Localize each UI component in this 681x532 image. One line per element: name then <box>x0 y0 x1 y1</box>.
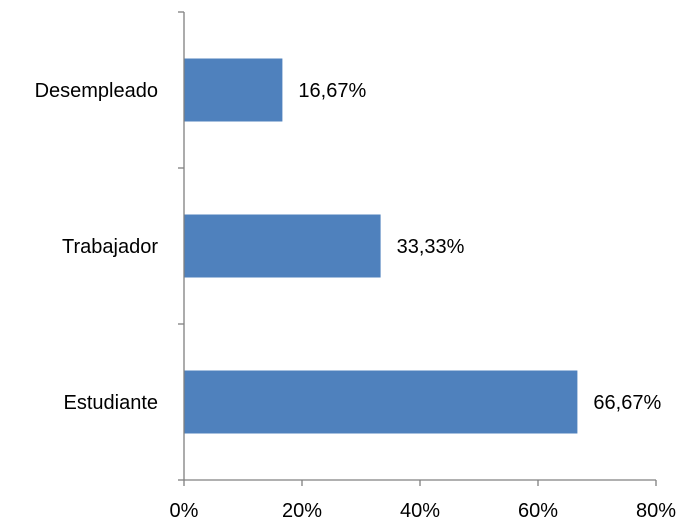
bar-trabajador <box>184 214 381 278</box>
axes-layer <box>178 11 657 486</box>
labels-layer: Desempleado 16,67% Trabajador 33,33% Estudia… <box>35 80 677 522</box>
x-tick-label-80: 80% <box>636 500 676 522</box>
x-tick-label-40: 40% <box>400 500 440 522</box>
category-label-trabajador: Trabajador <box>62 236 158 258</box>
data-label-trabajador: 33,33% <box>397 236 465 258</box>
bars-layer <box>184 58 578 434</box>
data-label-desempleado: 16,67% <box>298 80 366 102</box>
x-tick-label-0: 0% <box>170 500 199 522</box>
category-label-estudiante: Estudiante <box>63 392 158 414</box>
bar-desempleado <box>184 58 283 122</box>
category-label-desempleado: Desempleado <box>35 80 158 102</box>
x-tick-label-20: 20% <box>282 500 322 522</box>
bar-estudiante <box>184 370 578 434</box>
x-tick-label-60: 60% <box>518 500 558 522</box>
data-label-estudiante: 66,67% <box>593 392 661 414</box>
